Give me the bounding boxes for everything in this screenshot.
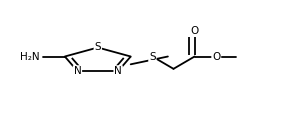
- Text: H₂N: H₂N: [19, 52, 39, 61]
- Text: O: O: [212, 52, 220, 61]
- Text: S: S: [149, 52, 156, 61]
- Text: N: N: [74, 66, 81, 76]
- Text: N: N: [114, 66, 122, 76]
- Text: O: O: [191, 26, 199, 36]
- Text: S: S: [95, 42, 101, 53]
